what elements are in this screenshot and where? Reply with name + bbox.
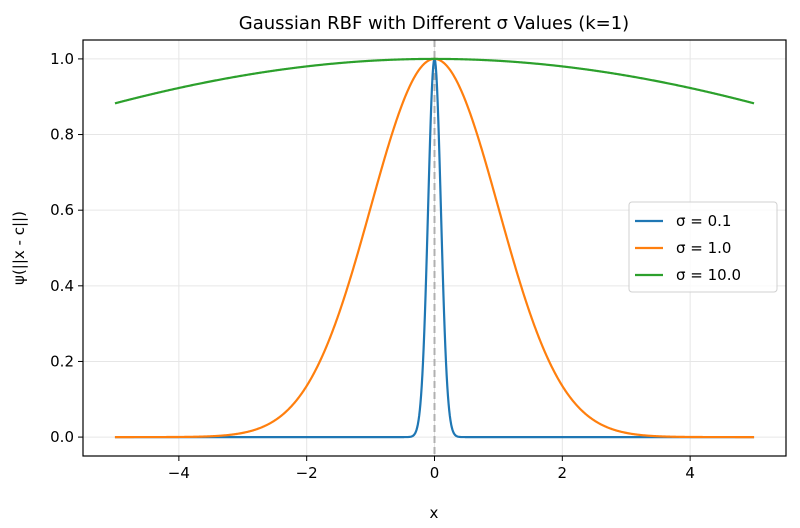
y-axis: 0.0 0.2 0.4 0.6 0.8 1.0 [50,50,83,446]
y-tick-label: 0.0 [50,428,74,446]
y-axis-title: ψ(||x - c||) [10,211,28,285]
y-tick-label: 0.6 [50,201,74,219]
y-tick-label: 0.4 [50,277,74,295]
x-axis: −4 −2 0 2 4 [168,456,695,482]
y-tick-label: 1.0 [50,50,74,68]
legend: σ = 0.1 σ = 1.0 σ = 10.0 [628,201,778,293]
x-tick-label: 2 [558,464,568,482]
y-tick-label: 0.8 [50,126,74,144]
chart-title: Gaussian RBF with Different σ Values (k=… [239,13,629,34]
x-tick-label: −4 [168,464,190,482]
x-tick-label: 4 [685,464,695,482]
y-tick-label: 0.2 [50,352,74,370]
legend-label: σ = 10.0 [676,266,741,284]
x-axis-title: x [430,504,439,522]
x-tick-label: −2 [296,464,318,482]
legend-label: σ = 1.0 [676,239,731,257]
legend-label: σ = 0.1 [676,212,731,230]
legend-box [628,201,778,293]
series-lines [114,57,755,439]
series-line [114,57,755,105]
x-tick-label: 0 [430,464,440,482]
